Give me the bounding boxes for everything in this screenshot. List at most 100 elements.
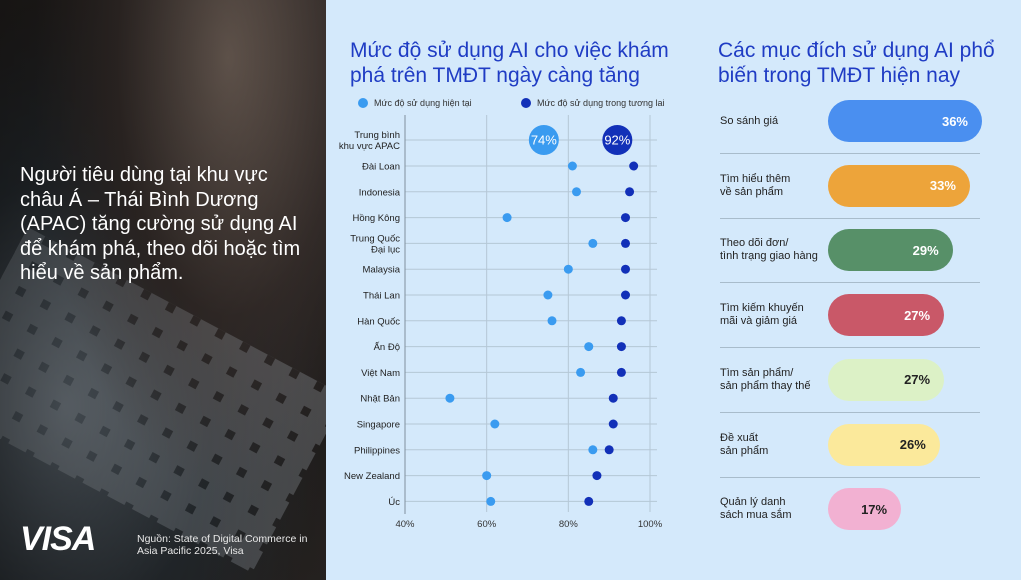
future-marker [625, 187, 635, 197]
bar-category-label: So sánh giá [720, 115, 828, 128]
bar-value-label: 27% [904, 372, 931, 388]
bar-category-label: Tìm kiếm khuyến mãi và giảm giá [720, 302, 828, 328]
category-label: Việt Nam [361, 368, 400, 379]
row-divider [720, 217, 980, 219]
source-note: Nguồn: State of Digital Commerce in Asia… [137, 533, 308, 557]
bar-row: Đề xuất sản phẩm 26% [720, 413, 982, 477]
bar: 26% [828, 423, 940, 466]
row-divider [720, 411, 980, 413]
label-line: sản phẩm [720, 444, 769, 457]
category-label: Đài Loan [362, 162, 400, 173]
bar-category-label: Tìm hiểu thêm về sản phẩm [720, 173, 828, 199]
future-marker [616, 316, 626, 326]
bar-row: So sánh giá 36% [720, 89, 982, 153]
x-tick-label: 100% [638, 519, 663, 530]
label-line: Tìm kiếm khuyến [720, 302, 804, 315]
future-marker [604, 445, 614, 455]
category-label: khu vực APAC [339, 141, 400, 152]
bar-value-label: 27% [904, 307, 931, 323]
visa-logo: VISA [20, 520, 96, 558]
category-label: Úc [388, 497, 400, 508]
x-tick-label: 60% [477, 519, 497, 530]
bar-value-label: 26% [899, 437, 926, 452]
dumbbell-chart-title: Mức độ sử dụng AI cho việc khám phá trên… [350, 39, 669, 87]
label-line: Quản lý danh [720, 496, 786, 509]
category-label: Nhật Bản [360, 394, 400, 405]
bar-row: Tìm hiểu thêm về sản phẩm 33% [720, 154, 982, 218]
current-marker [482, 471, 492, 481]
future-marker [621, 290, 630, 300]
category-label: New Zealand [344, 471, 400, 482]
future-marker [608, 419, 618, 429]
bar: 17% [828, 488, 902, 531]
category-label: Philippines [354, 445, 400, 456]
legend-current: Mức độ sử dụng hiện tại [358, 98, 472, 108]
bar-category-label: Theo dõi đơn/tình trạng giao hàng [720, 237, 828, 263]
bar: 29% [828, 229, 953, 272]
apac-future-marker [602, 125, 633, 155]
bar-chart-title: Các mục đích sử dụng AI phổ biến trong T… [718, 39, 995, 87]
bar: 27% [828, 358, 945, 401]
future-marker [621, 238, 630, 248]
legend-dot [358, 98, 368, 108]
current-marker [588, 445, 598, 455]
current-marker [584, 342, 594, 352]
label-line: Đề xuất [720, 431, 758, 444]
bar-row: Tìm sản phẩm/sản phẩm thay thế 27% [720, 348, 982, 412]
future-marker [608, 393, 618, 403]
future-marker [616, 367, 626, 377]
bar-category-label: Tìm sản phẩm/sản phẩm thay thế [720, 367, 828, 393]
label-line: So sánh giá [720, 114, 779, 127]
apac-value-label: 92% [604, 133, 630, 148]
bar-row: Tìm kiếm khuyến mãi và giảm giá 27% [720, 283, 982, 347]
label-line: Tìm hiểu thêm [720, 172, 791, 185]
current-marker [588, 238, 598, 248]
category-label: Trung bình [354, 130, 400, 141]
future-marker [621, 264, 630, 274]
current-marker [547, 316, 557, 326]
label-line: sản phẩm thay thế [720, 379, 811, 392]
row-divider [720, 282, 980, 284]
bar-category-label: Quản lý danh sách mua sắm [720, 496, 828, 522]
current-marker [486, 496, 496, 506]
current-marker [563, 264, 573, 274]
label-line: sách mua sắm [720, 509, 792, 522]
x-tick-label: 40% [395, 519, 415, 530]
future-marker [592, 471, 602, 481]
current-marker [490, 419, 500, 429]
category-label: Indonesia [359, 187, 401, 198]
current-marker [572, 187, 581, 197]
category-label: Ấn Độ [374, 342, 400, 353]
category-label: Hàn Quốc [357, 316, 400, 327]
bar: 27% [828, 294, 945, 337]
current-marker [567, 161, 577, 171]
row-divider [720, 153, 980, 154]
bar-row: Quản lý danh sách mua sắm 17% [720, 477, 982, 541]
category-label: Singapore [357, 420, 400, 431]
label-line: tình trạng giao hàng [720, 250, 818, 263]
apac-current-marker [528, 125, 559, 155]
current-marker [543, 290, 553, 300]
x-tick-label: 80% [559, 519, 579, 530]
bar: 33% [828, 164, 970, 207]
legend-future: Mức độ sử dụng trong tương lai [521, 98, 665, 108]
bar-value-label: 36% [941, 113, 968, 129]
label-line: mãi và giảm giá [720, 315, 798, 328]
future-marker [621, 213, 630, 223]
category-label: Trung Quốc [350, 233, 400, 244]
bar-row: Theo dõi đơn/tình trạng giao hàng 29% [720, 218, 982, 282]
current-marker [502, 213, 512, 223]
label-line: về sản phẩm [720, 185, 783, 198]
row-divider [720, 476, 980, 478]
bar-value-label: 33% [929, 178, 956, 194]
category-label: Malaysia [363, 265, 401, 276]
label-line: Tìm sản phẩm/ [720, 366, 794, 379]
bar-value-label: 29% [912, 242, 939, 258]
category-label: Hồng Kông [352, 213, 400, 224]
row-divider [720, 347, 980, 349]
future-marker [629, 161, 639, 171]
headline: Người tiêu dùng tại khu vực châu Á – Thá… [20, 164, 301, 284]
hero-photo-panel: Người tiêu dùng tại khu vực châu Á – Thá… [0, 0, 326, 580]
current-marker [576, 367, 586, 377]
future-marker [584, 496, 594, 506]
